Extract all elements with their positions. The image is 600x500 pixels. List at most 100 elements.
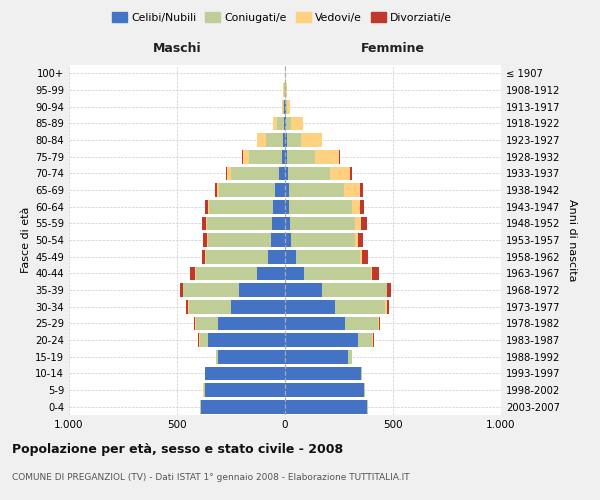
Bar [207, 233, 285, 247]
Bar [196, 316, 285, 330]
Bar [285, 200, 364, 213]
Bar [273, 116, 285, 130]
Bar [285, 150, 340, 164]
Bar [219, 183, 285, 197]
Bar [285, 133, 301, 147]
Bar [285, 316, 379, 330]
Bar [285, 100, 290, 114]
Bar [282, 100, 285, 114]
Bar [285, 300, 386, 314]
Bar [278, 166, 285, 180]
Bar [285, 166, 350, 180]
Bar [239, 283, 285, 297]
Bar [285, 250, 296, 264]
Bar [283, 100, 285, 114]
Bar [196, 316, 285, 330]
Bar [200, 400, 285, 413]
Bar [285, 316, 346, 330]
Bar [283, 133, 285, 147]
Bar [205, 366, 285, 380]
Bar [285, 100, 290, 114]
Bar [285, 216, 361, 230]
Bar [203, 383, 285, 397]
Bar [285, 400, 367, 413]
Bar [285, 133, 322, 147]
Bar [184, 283, 285, 297]
Bar [285, 333, 358, 347]
Bar [284, 83, 285, 97]
Bar [282, 100, 285, 114]
Bar [285, 283, 322, 297]
Text: Maschi: Maschi [152, 42, 202, 55]
Bar [216, 350, 285, 364]
Bar [285, 366, 362, 380]
Text: Popolazione per età, sesso e stato civile - 2008: Popolazione per età, sesso e stato civil… [12, 442, 343, 456]
Bar [202, 216, 285, 230]
Bar [285, 333, 373, 347]
Bar [285, 366, 361, 380]
Bar [198, 333, 285, 347]
Bar [285, 83, 286, 97]
Bar [285, 300, 385, 314]
Bar [202, 250, 285, 264]
Bar [208, 233, 285, 247]
Bar [285, 266, 379, 280]
Bar [285, 283, 387, 297]
Bar [285, 100, 287, 114]
Bar [285, 233, 292, 247]
Bar [285, 233, 363, 247]
Bar [199, 333, 285, 347]
Bar [285, 150, 315, 164]
Bar [200, 400, 285, 413]
Bar [203, 383, 285, 397]
Bar [285, 400, 368, 413]
Bar [285, 400, 368, 413]
Bar [284, 100, 285, 114]
Bar [257, 266, 285, 280]
Bar [285, 233, 358, 247]
Bar [188, 300, 285, 314]
Bar [285, 200, 352, 213]
Bar [285, 250, 368, 264]
Bar [277, 116, 285, 130]
Bar [190, 266, 285, 280]
Bar [206, 250, 285, 264]
Bar [189, 300, 285, 314]
Bar [285, 150, 339, 164]
Bar [196, 266, 285, 280]
Text: Femmine: Femmine [361, 42, 425, 55]
Bar [285, 216, 367, 230]
Bar [285, 83, 287, 97]
Bar [285, 216, 355, 230]
Bar [204, 383, 285, 397]
Bar [285, 283, 386, 297]
Bar [285, 116, 304, 130]
Bar [285, 166, 331, 180]
Bar [285, 100, 286, 114]
Bar [285, 333, 373, 347]
Bar [285, 183, 363, 197]
Bar [226, 166, 285, 180]
Bar [216, 350, 285, 364]
Bar [285, 350, 347, 364]
Bar [285, 116, 286, 130]
Bar [242, 150, 285, 164]
Bar [285, 266, 373, 280]
Bar [227, 166, 285, 180]
Bar [275, 183, 285, 197]
Text: COMUNE DI PREGANZIOL (TV) - Dati ISTAT 1° gennaio 2008 - Elaborazione TUTTITALIA: COMUNE DI PREGANZIOL (TV) - Dati ISTAT 1… [12, 472, 410, 482]
Bar [273, 116, 285, 130]
Bar [285, 200, 359, 213]
Bar [215, 183, 285, 197]
Bar [283, 83, 285, 97]
Bar [285, 200, 289, 213]
Y-axis label: Fasce di età: Fasce di età [21, 207, 31, 273]
Bar [285, 383, 365, 397]
Bar [285, 350, 352, 364]
Bar [205, 366, 285, 380]
Bar [206, 216, 285, 230]
Bar [285, 350, 352, 364]
Bar [205, 366, 285, 380]
Bar [217, 183, 285, 197]
Bar [218, 350, 285, 364]
